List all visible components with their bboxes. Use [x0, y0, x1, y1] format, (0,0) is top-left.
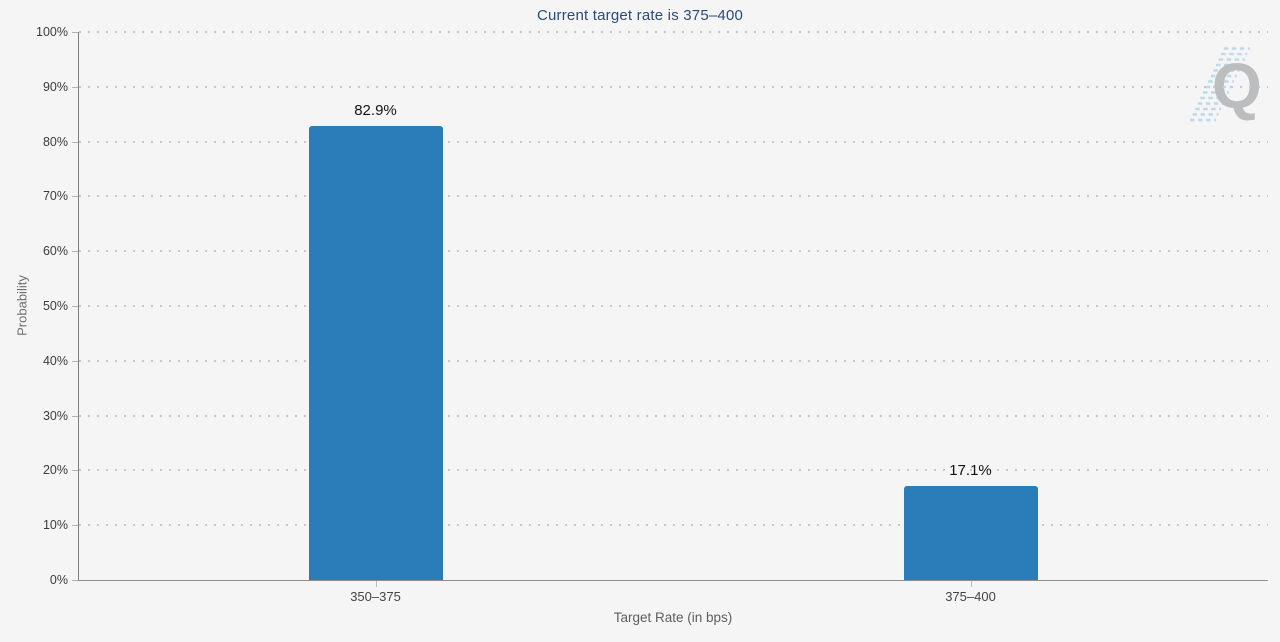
bar-value-label: 82.9% [354, 101, 397, 119]
y-axis-tick-label: 90% [42, 79, 68, 94]
y-axis-tick-label: 50% [42, 299, 68, 313]
y-axis-line [78, 32, 79, 580]
x-axis-category-label: 350–375 [350, 589, 401, 604]
y-axis-tick-40 [72, 360, 78, 362]
bar-375–400[interactable] [903, 486, 1038, 580]
x-axis-tick-0 [375, 581, 377, 587]
x-axis-line [78, 580, 1268, 581]
y-axis-tick-50 [72, 306, 78, 307]
gridline-40 [79, 359, 1268, 362]
y-axis-tick-20 [72, 470, 78, 472]
y-axis-tick-80 [72, 141, 78, 143]
gridline-100 [79, 31, 1268, 33]
gridline-80 [79, 140, 1268, 143]
y-axis-tick-70 [72, 196, 78, 198]
gridline-50 [79, 305, 1268, 307]
bar-350–375[interactable] [308, 125, 443, 580]
y-axis-tick-10 [72, 525, 78, 527]
bar-value-label: 17.1% [949, 462, 992, 480]
y-axis-tick-0 [72, 580, 78, 581]
gridline-60 [79, 250, 1268, 253]
y-axis-tick-label: 30% [42, 408, 68, 423]
gridline-20 [79, 469, 1268, 472]
chart-title: Current target rate is 375–400 [536, 7, 744, 24]
gridline-30 [79, 414, 1268, 417]
y-axis-tick-label: 0% [49, 573, 68, 587]
y-axis-tick-label: 80% [42, 134, 68, 149]
y-axis-tick-90 [72, 86, 78, 88]
gridline-10 [79, 524, 1268, 527]
y-axis-tick-30 [72, 415, 78, 417]
y-axis-tick-100 [72, 32, 78, 33]
y-axis-tick-60 [72, 251, 78, 253]
y-axis-tick-label: 60% [42, 244, 68, 259]
x-axis-title: Target Rate (in bps) [613, 610, 733, 625]
y-axis-tick-label: 100% [36, 25, 68, 39]
y-axis-tick-label: 70% [42, 189, 68, 204]
y-axis-tick-label: 10% [42, 518, 68, 533]
quikstrike-q-watermark-icon: Q [1190, 47, 1262, 122]
y-axis-tick-label: 20% [42, 463, 68, 478]
x-axis-category-label: 375–400 [945, 589, 996, 604]
gridline-70 [79, 195, 1268, 198]
x-axis-tick-1 [970, 581, 972, 587]
y-axis-tick-label: 40% [42, 353, 68, 368]
gridline-90 [79, 85, 1268, 88]
